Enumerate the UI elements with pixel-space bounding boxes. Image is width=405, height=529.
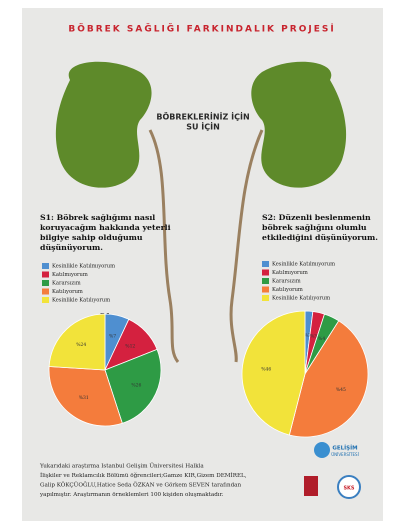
slice-label: %4 xyxy=(318,336,325,342)
slice-label: %7 xyxy=(109,334,116,340)
pie-slice xyxy=(241,310,306,436)
slogan: SU İÇİN xyxy=(186,122,220,132)
slice-label: %31 xyxy=(79,395,89,401)
legend-label: Kararsızım xyxy=(272,279,301,285)
poster-title: BÖBREK SAĞLIĞI FARKINDALIK PROJESİ xyxy=(68,23,335,35)
slice-label: %2 xyxy=(304,333,311,339)
footer-text: Galip KÖKÇÜOĞLU,Hatice Seda ÖZKAN ve Gör… xyxy=(40,481,241,489)
question: S1: Böbrek sağlığımı nasıl xyxy=(40,213,155,222)
legend-label: Kesinlikle Katılıyorum xyxy=(52,298,110,304)
footer-text: Yukarıdaki araştırma Istanbul Gelişim Ün… xyxy=(39,463,204,470)
legend-swatch xyxy=(262,278,269,284)
legend-label: Katılmıyorum xyxy=(272,270,308,276)
legend-label: Katılmıyorum xyxy=(52,272,88,278)
legend-swatch xyxy=(262,261,269,267)
legend-swatch xyxy=(262,295,269,301)
legend-label: Kesinlikle Katılmıyorum xyxy=(52,264,115,270)
question: koruyacağım hakkında yeterli xyxy=(40,223,171,232)
pie-slice xyxy=(48,313,106,371)
pie-slice xyxy=(288,320,369,438)
legend-label: Kararsızım xyxy=(52,281,81,287)
logos: GELİŞİM ÜNİVERSİTESİ SKS xyxy=(304,442,361,499)
slice-label: %24 xyxy=(76,342,86,348)
legend-swatch xyxy=(42,297,49,303)
legend-swatch xyxy=(262,269,269,276)
slice-label: %45 xyxy=(336,387,346,393)
legend-swatch xyxy=(42,263,49,269)
legend-label: Kesinlikle Katılmıyorum xyxy=(272,262,335,268)
question: böbrek sağlığını olumlu xyxy=(262,223,367,232)
pie-slice xyxy=(48,366,123,427)
logo-text: SKS xyxy=(343,486,354,492)
slice-label: %12 xyxy=(125,344,135,350)
pie-slice xyxy=(104,348,162,424)
slogan: BÖBREKLERİNİZ İÇİN xyxy=(156,112,249,122)
legend-swatch xyxy=(42,280,49,286)
legend-swatch xyxy=(42,288,49,295)
question: etkilediğini düşünüyorum. xyxy=(262,233,378,242)
logo-text: GELİŞİM xyxy=(332,445,357,452)
legend-swatch xyxy=(42,271,49,278)
slice-label: %26 xyxy=(131,382,141,388)
question: düşünüyorum. xyxy=(40,243,103,252)
kidney-art xyxy=(55,61,347,363)
slice-label: %46 xyxy=(261,367,271,373)
logo-text: ÜNİVERSİTESİ xyxy=(331,452,359,457)
legend-label: Katılıyorum xyxy=(272,287,303,293)
legend-swatch xyxy=(262,286,269,293)
footer-text: İlişkiler ve Reklamcılık Bölümü öğrencil… xyxy=(40,472,247,479)
slice-label: %3 xyxy=(310,333,317,339)
question: S2: Düzenli beslenmenin xyxy=(262,213,371,222)
question: bilgiye sahip olduğumu xyxy=(40,233,143,242)
legend-label: Kesinlikle Katılıyorum xyxy=(272,296,330,302)
footer-text: yapılmıştır. Araştırmanın örneklemleri 1… xyxy=(39,492,224,498)
legend-label: Katılıyorum xyxy=(52,289,83,295)
